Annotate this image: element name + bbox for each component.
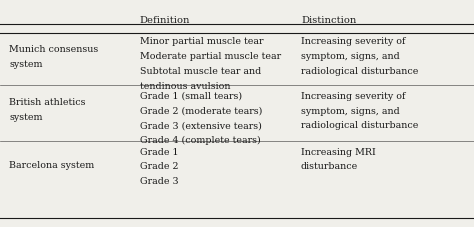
Text: Grade 3: Grade 3 xyxy=(140,177,178,186)
Text: Grade 1 (small tears): Grade 1 (small tears) xyxy=(140,92,242,101)
Text: Definition: Definition xyxy=(140,16,191,25)
Text: Grade 1: Grade 1 xyxy=(140,148,178,157)
Text: Grade 4 (complete tears): Grade 4 (complete tears) xyxy=(140,136,261,145)
Text: Munich consensus: Munich consensus xyxy=(9,45,99,54)
Text: Increasing severity of: Increasing severity of xyxy=(301,37,405,47)
Text: Increasing MRI: Increasing MRI xyxy=(301,148,376,157)
Text: radiological disturbance: radiological disturbance xyxy=(301,67,419,76)
Text: radiological disturbance: radiological disturbance xyxy=(301,121,419,131)
Text: disturbance: disturbance xyxy=(301,162,358,171)
Text: Grade 2: Grade 2 xyxy=(140,162,178,171)
Text: symptom, signs, and: symptom, signs, and xyxy=(301,52,400,61)
Text: Minor partial muscle tear: Minor partial muscle tear xyxy=(140,37,264,47)
Text: Increasing severity of: Increasing severity of xyxy=(301,92,405,101)
Text: Barcelona system: Barcelona system xyxy=(9,161,95,170)
Text: British athletics: British athletics xyxy=(9,98,86,107)
Text: Distinction: Distinction xyxy=(301,16,356,25)
Text: Subtotal muscle tear and: Subtotal muscle tear and xyxy=(140,67,261,76)
Text: system: system xyxy=(9,59,43,69)
Text: Moderate partial muscle tear: Moderate partial muscle tear xyxy=(140,52,281,61)
Text: Grade 3 (extensive tears): Grade 3 (extensive tears) xyxy=(140,121,262,131)
Text: Grade 2 (moderate tears): Grade 2 (moderate tears) xyxy=(140,107,262,116)
Text: symptom, signs, and: symptom, signs, and xyxy=(301,107,400,116)
Text: system: system xyxy=(9,113,43,122)
Text: tendinous avulsion: tendinous avulsion xyxy=(140,82,230,91)
